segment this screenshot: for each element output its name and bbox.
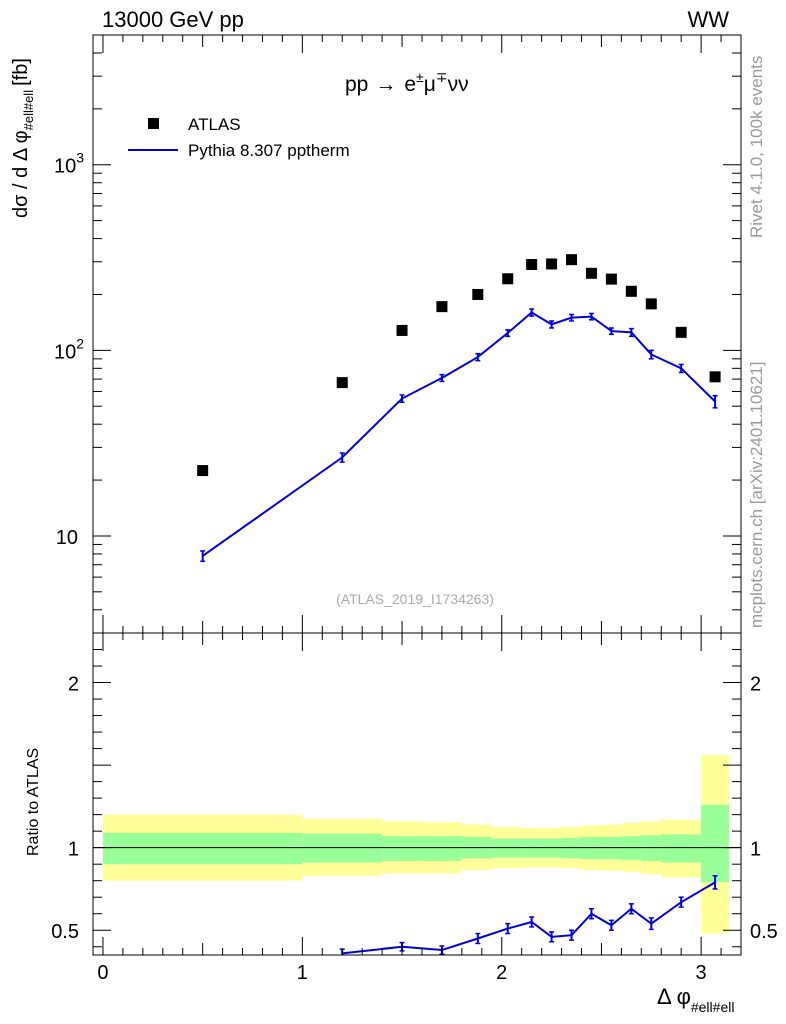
- atlas-data-point: [436, 301, 448, 313]
- mcplots-label: mcplots.cern.ch [arXiv:2401.10621]: [747, 362, 766, 628]
- ratio-y-tick-label-right: 0.5: [750, 921, 778, 943]
- atlas-data-point: [472, 288, 484, 300]
- main-y-tick-label: 10: [56, 527, 78, 549]
- main-y-tick-labels: 10 102 103: [54, 150, 84, 549]
- main-data: [197, 254, 721, 563]
- ratio-uncertainty-bands: [102, 755, 730, 934]
- ratio-y-axis-title: Ratio to ATLAS: [25, 748, 42, 856]
- atlas-data-point: [197, 465, 209, 477]
- ratio-series-group: [339, 874, 718, 955]
- ratio-y-tick-label-left: 0.5: [51, 921, 79, 943]
- atlas-data-point: [709, 371, 721, 383]
- atlas-data-point: [675, 326, 687, 338]
- x-tick-label: 1: [297, 962, 308, 984]
- main-panel: 10 102 103 pp → e±μ∓νν ATLAS Pythia 8.307 pp…: [10, 34, 742, 634]
- ratio-frame: [92, 632, 742, 956]
- x-tick-label: 3: [696, 962, 707, 984]
- main-y-tick-label: 103: [54, 150, 84, 178]
- ratio-y-tick-label-left: 1: [68, 839, 79, 861]
- atlas-data-point: [585, 267, 597, 279]
- analysis-watermark: (ATLAS_2019_I1734263): [336, 591, 494, 607]
- band-1-sigma: [382, 836, 422, 861]
- band-1-sigma: [701, 804, 730, 883]
- process-tag: WW: [687, 7, 729, 32]
- band-1-sigma: [102, 832, 303, 865]
- x-tick-label: 2: [496, 962, 507, 984]
- atlas-data-point: [396, 324, 408, 336]
- atlas-data-point: [336, 377, 348, 389]
- band-1-sigma: [661, 834, 702, 863]
- ratio-y-tick-label-right: 2: [750, 674, 761, 696]
- ratio-tick-labels: 0.5 0.5 1 1 2 2 0 1 2 3: [51, 674, 778, 984]
- ratio-pythia-line: [342, 881, 716, 955]
- ratio-ticks: [93, 633, 742, 955]
- main-y-tick-label: 102: [54, 335, 84, 363]
- atlas-data-point: [566, 254, 578, 266]
- energy-label: 13000 GeV pp: [102, 7, 244, 32]
- atlas-data-point: [526, 259, 538, 271]
- x-axis-title: Δ φ#ell#ell: [657, 984, 734, 1015]
- pythia-line: [202, 311, 716, 557]
- legend-atlas-marker: [148, 118, 159, 129]
- atlas-data-point: [645, 298, 657, 310]
- rivet-version-label: Rivet 4.1.0, 100k events: [747, 56, 766, 238]
- band-1-sigma: [421, 836, 462, 861]
- legend-atlas-label: ATLAS: [188, 115, 241, 134]
- ratio-data: [93, 847, 741, 955]
- atlas-data-point: [502, 273, 514, 285]
- ratio-y-tick-label-right: 1: [750, 839, 761, 861]
- ratio-panel: 0.5 0.5 1 1 2 2 0 1 2 3 Ratio to ATLAS Δ φ#ell#el…: [25, 632, 778, 1015]
- atlas-data-point: [605, 273, 617, 285]
- main-y-axis-title: dσ / d Δ φ#ell#ell[fb]: [10, 58, 36, 218]
- main-ticks: [93, 34, 742, 634]
- atlas-data-point: [625, 285, 637, 297]
- legend-pythia-label: Pythia 8.307 pptherm: [188, 141, 350, 160]
- x-tick-label: 0: [97, 962, 108, 984]
- atlas-data-point: [546, 258, 558, 270]
- ratio-y-tick-label-left: 2: [68, 674, 79, 696]
- plot-title: pp → e±μ∓νν: [345, 69, 469, 96]
